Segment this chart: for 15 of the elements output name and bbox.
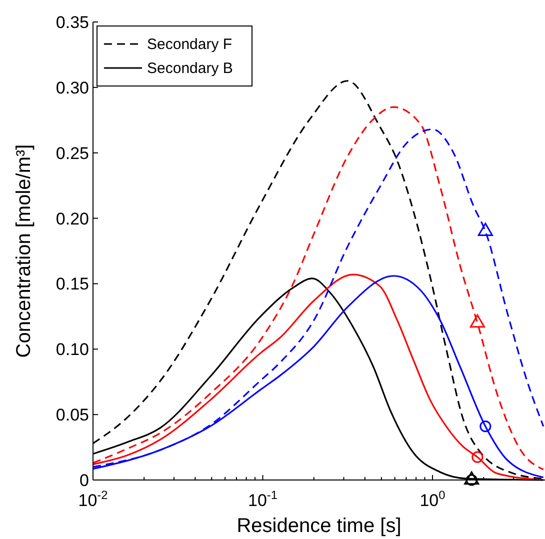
y-tick-label: 0 — [80, 471, 89, 490]
y-tick-label: 0.05 — [56, 406, 89, 425]
x-axis-title: Residence time [s] — [236, 515, 402, 537]
y-axis-title: Concentration [mole/m³] — [13, 144, 35, 358]
y-tick-label: 0.10 — [56, 340, 89, 360]
y-tick-label: 0.20 — [56, 209, 89, 228]
legend-label: Secondary B — [147, 60, 233, 77]
legend-label: Secondary F — [147, 36, 232, 53]
y-tick-label: 0.25 — [56, 144, 89, 163]
y-tick-label: 0.35 — [56, 13, 89, 32]
x-tick-label: 10$^{0}$ — [420, 488, 446, 510]
x-tick-label: 10$^{-1}$ — [248, 488, 278, 510]
x-tick-label: 10$^{-2}$ — [78, 488, 108, 510]
y-tick-label: 0.15 — [56, 274, 89, 294]
y-tick-label: 0.30 — [56, 78, 89, 98]
